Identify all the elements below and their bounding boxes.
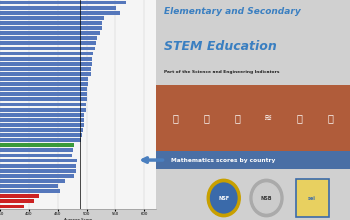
Bar [0, 108, 86, 112]
Bar [0, 87, 87, 91]
Text: sei: sei [308, 196, 316, 200]
Text: 💡: 💡 [203, 113, 209, 123]
Bar [0, 16, 104, 20]
Bar [0, 169, 76, 173]
Bar [0, 97, 86, 101]
Text: 🌐: 🌐 [328, 113, 334, 123]
Text: Mathematics scores by country: Mathematics scores by country [171, 158, 276, 163]
Bar [0, 103, 86, 106]
Bar [0, 52, 93, 55]
Bar [0, 148, 73, 152]
Bar [0, 11, 120, 15]
Text: 👥: 👥 [234, 113, 240, 123]
Bar [0, 118, 84, 122]
Bar [0, 36, 98, 40]
Text: NSF: NSF [218, 196, 229, 200]
Text: NSB: NSB [261, 196, 272, 200]
Text: ≋: ≋ [264, 113, 273, 123]
X-axis label: Average Score: Average Score [64, 218, 92, 220]
Bar [0, 57, 92, 61]
Bar [0, 184, 58, 188]
Bar [0, 179, 65, 183]
Bar [0, 164, 76, 168]
Circle shape [211, 183, 237, 213]
Bar [0, 143, 74, 147]
Bar [0, 194, 38, 198]
Bar [0, 138, 81, 142]
Bar [0, 46, 95, 50]
Bar [156, 85, 350, 151]
Bar [0, 26, 102, 30]
FancyArrowPatch shape [143, 158, 163, 162]
Bar [0, 189, 60, 193]
Bar [0, 113, 84, 117]
Text: Part of the Science and Engineering Indicators: Part of the Science and Engineering Indi… [163, 70, 279, 74]
Bar [0, 123, 84, 127]
Bar [0, 1, 126, 4]
Bar [0, 128, 83, 132]
Bar [0, 6, 116, 9]
Bar [0, 92, 86, 96]
Bar [0, 205, 24, 208]
Bar [0, 21, 102, 25]
Bar [0, 77, 88, 81]
Bar [0, 31, 100, 35]
Bar [0, 41, 96, 45]
Text: 📖: 📖 [296, 113, 302, 123]
Bar [0, 200, 34, 203]
Bar [0, 67, 91, 71]
Bar [0, 154, 72, 157]
Text: 🎓: 🎓 [172, 113, 178, 123]
Text: STEM Education: STEM Education [163, 40, 276, 53]
Bar [0, 174, 74, 178]
Circle shape [250, 179, 283, 217]
Bar [0, 72, 91, 76]
Bar [156, 151, 350, 169]
Circle shape [253, 183, 280, 213]
Bar [0, 159, 77, 163]
Bar [0, 133, 82, 137]
Text: Elementary and Secondary: Elementary and Secondary [163, 7, 300, 16]
Bar [0, 62, 92, 66]
Bar [296, 179, 329, 217]
Bar [0, 82, 88, 86]
Circle shape [207, 179, 240, 217]
